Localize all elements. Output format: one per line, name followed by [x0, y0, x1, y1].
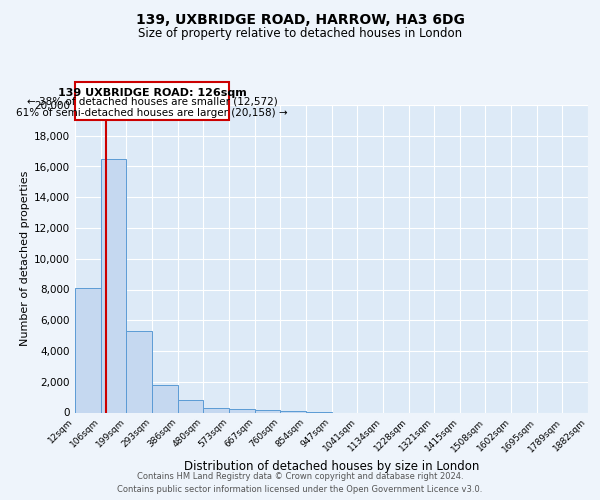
- Bar: [229, 410, 254, 412]
- Bar: [75, 82, 229, 120]
- Text: Contains HM Land Registry data © Crown copyright and database right 2024.: Contains HM Land Registry data © Crown c…: [137, 472, 463, 481]
- Bar: [127, 331, 152, 412]
- Text: 139, UXBRIDGE ROAD, HARROW, HA3 6DG: 139, UXBRIDGE ROAD, HARROW, HA3 6DG: [136, 12, 464, 26]
- Y-axis label: Number of detached properties: Number of detached properties: [20, 171, 30, 346]
- Bar: [203, 408, 229, 412]
- Bar: [101, 159, 127, 412]
- Bar: [280, 411, 306, 412]
- Bar: [75, 288, 101, 412]
- Bar: [254, 410, 280, 412]
- Text: ← 38% of detached houses are smaller (12,572): ← 38% of detached houses are smaller (12…: [26, 97, 277, 107]
- Text: 139 UXBRIDGE ROAD: 126sqm: 139 UXBRIDGE ROAD: 126sqm: [58, 88, 247, 98]
- X-axis label: Distribution of detached houses by size in London: Distribution of detached houses by size …: [184, 460, 479, 473]
- Text: Contains public sector information licensed under the Open Government Licence v3: Contains public sector information licen…: [118, 485, 482, 494]
- Bar: [178, 400, 203, 412]
- Text: 61% of semi-detached houses are larger (20,158) →: 61% of semi-detached houses are larger (…: [16, 108, 288, 118]
- Text: Size of property relative to detached houses in London: Size of property relative to detached ho…: [138, 28, 462, 40]
- Bar: [152, 385, 178, 412]
